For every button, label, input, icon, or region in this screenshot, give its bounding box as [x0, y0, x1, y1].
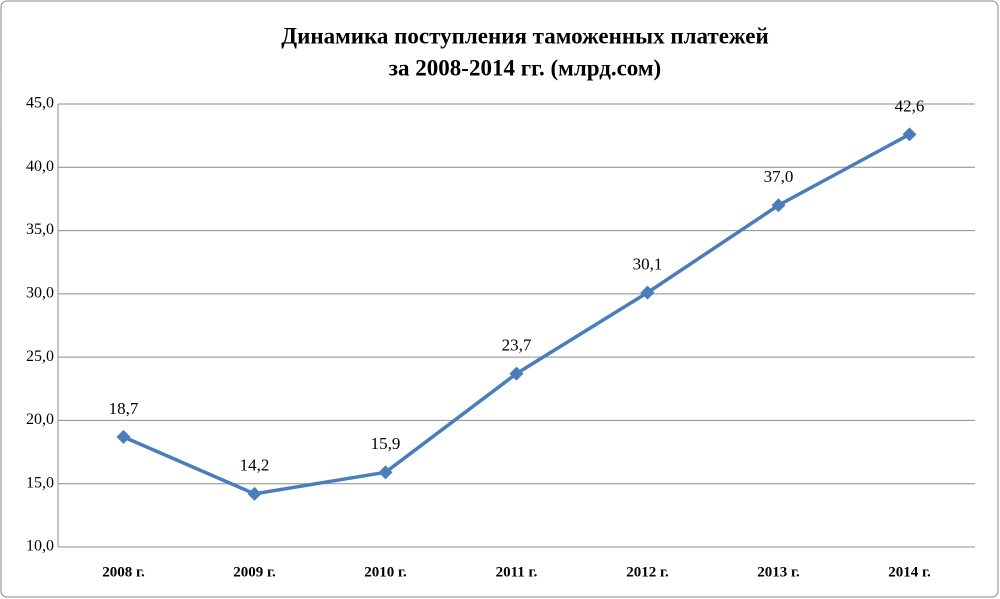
data-label: 30,1 [633, 254, 663, 273]
chart-title: Динамика поступления таможенных платежей [281, 23, 768, 48]
x-tick-label: 2010 г. [364, 564, 407, 580]
x-tick-label: 2011 г. [496, 564, 538, 580]
x-tick-label: 2012 г. [626, 564, 669, 580]
y-tick-label: 20,0 [26, 411, 54, 428]
data-label: 18,7 [109, 399, 139, 418]
data-point [902, 127, 917, 142]
x-tick-label: 2008 г. [102, 564, 145, 580]
data-label: 23,7 [502, 336, 532, 355]
y-tick-label: 40,0 [26, 158, 54, 175]
data-label: 15,9 [371, 434, 401, 453]
data-label: 42,6 [895, 96, 925, 115]
y-tick-label: 45,0 [26, 95, 54, 112]
data-point [509, 366, 524, 381]
y-tick-label: 30,0 [26, 285, 54, 302]
x-tick-label: 2014 г. [888, 564, 931, 580]
data-point [771, 198, 786, 213]
y-tick-label: 25,0 [26, 348, 54, 365]
data-label: 14,2 [240, 456, 270, 475]
data-point [247, 486, 262, 501]
data-point [116, 429, 131, 444]
y-tick-label: 10,0 [26, 538, 54, 555]
x-tick-label: 2013 г. [757, 564, 800, 580]
y-tick-label: 15,0 [26, 474, 54, 491]
data-point [640, 285, 655, 300]
data-point [378, 465, 393, 480]
data-label: 37,0 [764, 167, 794, 186]
chart-title: за 2008-2014 гг. (млрд.сом) [389, 55, 661, 80]
x-tick-label: 2009 г. [233, 564, 276, 580]
y-tick-label: 35,0 [26, 221, 54, 238]
